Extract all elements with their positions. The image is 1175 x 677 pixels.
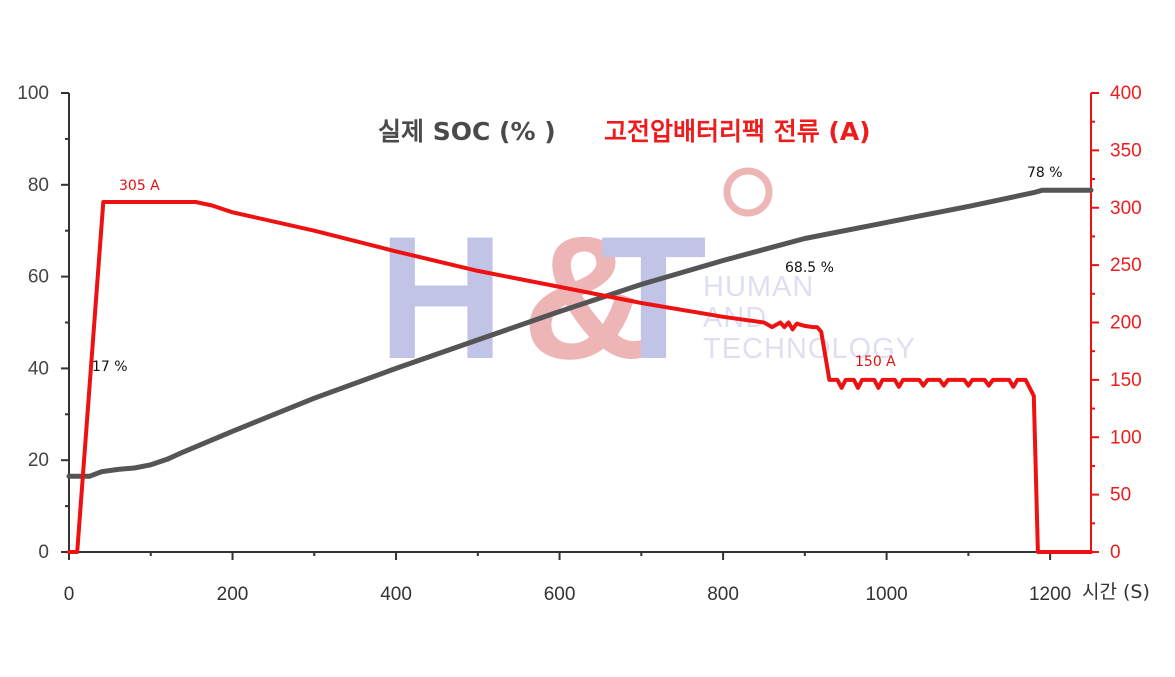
- y-left-tick-label: 20: [28, 450, 49, 471]
- x-tick-label: 600: [544, 584, 576, 605]
- y-right-tick-label: 300: [1110, 198, 1142, 219]
- y-right-tick-label: 150: [1110, 370, 1142, 391]
- annotation-150a: 150 A: [855, 354, 896, 370]
- annotation-78pct: 78 %: [1027, 165, 1063, 181]
- y-right-tick-label: 200: [1110, 313, 1142, 334]
- x-tick-label: 1000: [865, 584, 907, 605]
- y-right-tick-label: 50: [1110, 485, 1131, 506]
- watermark-line1: HUMAN: [703, 271, 814, 303]
- y-left-tick-label: 100: [17, 83, 49, 104]
- x-axis-label: 시간 (S): [1082, 581, 1150, 603]
- legend-soc: 실제 SOC (% ): [378, 117, 556, 146]
- watermark-logo-h: H: [378, 201, 504, 396]
- watermark-line3: TECHNOLOGY: [703, 333, 916, 365]
- annotation-68-5pct: 68.5 %: [785, 260, 834, 276]
- annotation-305a: 305 A: [119, 178, 160, 194]
- x-tick-label: 200: [217, 584, 249, 605]
- x-tick-label: 0: [64, 584, 75, 605]
- y-left-tick-label: 0: [38, 542, 49, 563]
- watermark-degree-circle: [723, 167, 773, 217]
- y-right-tick-label: 100: [1110, 427, 1142, 448]
- y-right-tick-label: 250: [1110, 255, 1142, 276]
- x-tick-label: 800: [707, 584, 739, 605]
- y-left-tick-label: 80: [28, 175, 49, 196]
- soc-series-line: [66, 187, 1094, 479]
- y-right-tick-label: 0: [1110, 542, 1121, 563]
- y-right-tick-label: 400: [1110, 83, 1142, 104]
- y-left-tick-label: 40: [28, 358, 49, 379]
- annotation-17pct: 17 %: [92, 359, 128, 375]
- y-left-tick-label: 60: [28, 267, 49, 288]
- x-tick-label: 1200: [1029, 584, 1071, 605]
- x-tick-label: 400: [380, 584, 412, 605]
- legend-current: 고전압배터리팩 전류 (A): [604, 117, 871, 146]
- series-lines: [66, 187, 1094, 554]
- y-right-tick-label: 350: [1110, 140, 1142, 161]
- current-series-line: [67, 200, 1093, 554]
